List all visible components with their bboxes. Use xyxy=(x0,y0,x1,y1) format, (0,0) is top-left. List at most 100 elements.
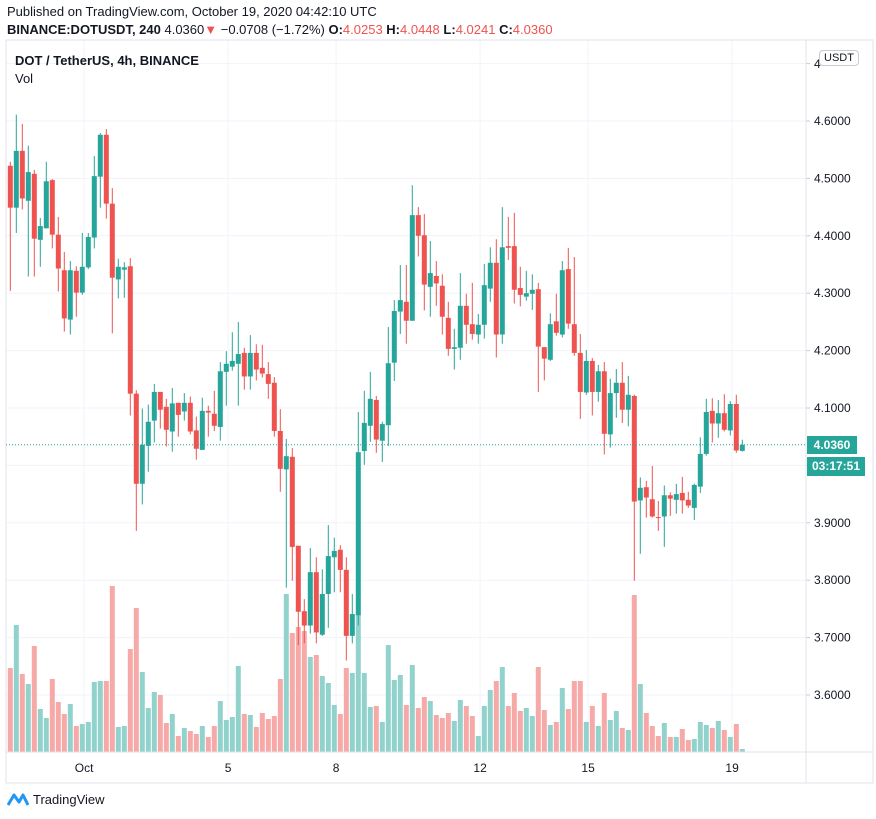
candle xyxy=(313,557,319,644)
candle-body xyxy=(673,494,679,500)
volume-bar xyxy=(637,684,643,752)
candle xyxy=(85,232,91,270)
price-tick-label: 4.5000 xyxy=(814,171,851,185)
volume-bar xyxy=(649,726,655,752)
candle-body xyxy=(649,499,655,517)
candle-body xyxy=(157,391,163,410)
candle-body xyxy=(373,399,379,440)
high-value: 4.0448 xyxy=(400,22,440,37)
volume-bar xyxy=(541,710,547,752)
candle-body xyxy=(283,456,289,470)
volume-bar xyxy=(253,727,259,752)
candle-body xyxy=(133,393,139,484)
candle xyxy=(307,548,313,634)
volume-bar xyxy=(91,682,97,752)
volume-bar xyxy=(157,695,163,752)
candle-body xyxy=(721,413,727,430)
open-value: 4.0253 xyxy=(342,22,383,37)
candle xyxy=(253,344,259,381)
volume-bar xyxy=(13,625,19,752)
volume-bar xyxy=(205,737,211,752)
volume-bar xyxy=(325,683,331,752)
volume-bar xyxy=(373,706,379,752)
candle-body xyxy=(337,549,343,570)
volume-bar xyxy=(595,726,601,752)
candle-body xyxy=(403,301,409,321)
price-tick-label: 4.4000 xyxy=(814,229,851,243)
candle xyxy=(13,114,19,233)
price-tick-label: 3.6000 xyxy=(814,688,851,702)
candle-body xyxy=(355,452,361,616)
volume-bar xyxy=(109,586,115,752)
legend-title: DOT / TetherUS, 4h, BINANCE xyxy=(15,53,199,68)
price-tick-label: 4.1000 xyxy=(814,401,851,415)
volume-bar xyxy=(247,715,253,752)
candle xyxy=(7,161,13,291)
candle-body xyxy=(55,234,61,269)
volume-bar xyxy=(319,676,325,752)
candle-body xyxy=(67,270,73,320)
candle xyxy=(121,262,127,298)
candle xyxy=(607,378,613,448)
volume-bar xyxy=(613,711,619,752)
volume-bar xyxy=(625,730,631,752)
bar-countdown: 03:17:51 xyxy=(807,457,865,476)
volume-bar xyxy=(19,674,25,752)
candle-body xyxy=(349,614,355,636)
candle xyxy=(697,437,703,493)
candle xyxy=(397,265,403,334)
candle xyxy=(385,327,391,446)
candle xyxy=(337,545,343,593)
tradingview-logo[interactable]: TradingView xyxy=(7,791,105,807)
candle xyxy=(361,390,367,465)
currency-badge[interactable]: USDT xyxy=(819,50,859,66)
volume-bar xyxy=(349,673,355,752)
candle xyxy=(211,390,217,431)
volume-bar xyxy=(277,679,283,752)
candle-body xyxy=(241,352,247,377)
volume-bar xyxy=(715,721,721,752)
volume-bar xyxy=(517,711,523,752)
volume-bar xyxy=(487,690,493,752)
volume-bar xyxy=(553,722,559,752)
candle xyxy=(475,313,481,344)
candle-body xyxy=(697,453,703,487)
candle-body xyxy=(595,371,601,392)
candle xyxy=(187,396,193,435)
candle xyxy=(283,438,289,588)
candle xyxy=(655,500,661,531)
volume-bar xyxy=(463,706,469,752)
candle xyxy=(553,293,559,336)
candle xyxy=(61,251,67,332)
close-value: 4.0360 xyxy=(512,22,553,37)
candle-body xyxy=(565,269,571,324)
candle-body xyxy=(259,367,265,374)
candle-body xyxy=(439,285,445,317)
volume-bar xyxy=(175,736,181,752)
candle xyxy=(247,335,253,390)
candle-body xyxy=(613,382,619,394)
candle-body xyxy=(415,215,421,236)
candle-body xyxy=(409,215,415,321)
candle-body xyxy=(493,262,499,335)
candle-body xyxy=(427,273,433,287)
candle xyxy=(601,362,607,455)
volume-bar xyxy=(571,681,577,752)
volume-bar xyxy=(55,702,61,752)
candle-body xyxy=(313,572,319,633)
candle-body xyxy=(547,324,553,360)
candle xyxy=(139,408,145,505)
time-tick-label: Oct xyxy=(75,761,94,775)
volume-bar xyxy=(727,737,733,752)
legend-volume: Vol xyxy=(15,71,34,86)
candle xyxy=(157,391,163,429)
candle xyxy=(505,216,511,260)
candle xyxy=(493,239,499,358)
volume-bar xyxy=(619,728,625,752)
volume-bar xyxy=(37,709,43,752)
candle xyxy=(43,161,49,229)
candle-body xyxy=(49,180,55,235)
candle xyxy=(565,247,571,329)
candle-body xyxy=(433,275,439,284)
